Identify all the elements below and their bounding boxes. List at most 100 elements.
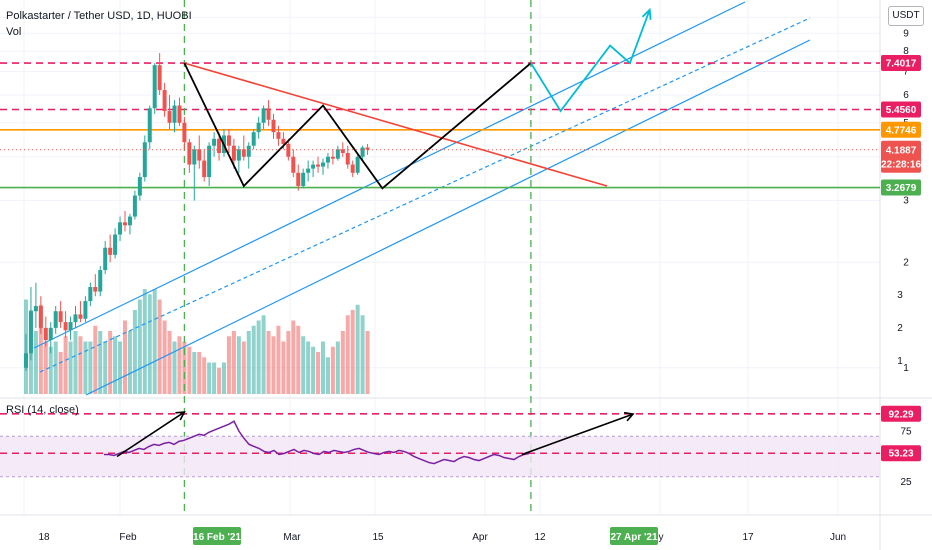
symbol-title: Polkastarter / Tether USD, 1D, HUOBI xyxy=(6,10,192,22)
candle-body xyxy=(355,156,360,173)
price-axis-tick: 7 xyxy=(903,67,909,78)
channel-mid-line xyxy=(39,17,811,373)
time-axis-tick: 12 xyxy=(534,532,546,543)
candle-body xyxy=(162,90,167,112)
candle-body xyxy=(197,149,202,161)
volume-bar xyxy=(306,341,311,394)
candle-body xyxy=(301,172,306,187)
price-level-badge-0-bg xyxy=(881,55,921,72)
time-axis-tick: Mar xyxy=(283,532,301,543)
candle-body xyxy=(311,164,316,169)
volume-bar xyxy=(172,341,177,394)
price-level-badge-2-bg xyxy=(881,121,921,138)
volume-bar xyxy=(291,320,296,394)
volume-bar xyxy=(167,331,172,394)
candle-body xyxy=(330,156,335,159)
volume-bar xyxy=(261,315,266,394)
volume-bar xyxy=(58,352,63,394)
volume-bar xyxy=(271,336,276,394)
time-badge-bg-7 xyxy=(610,527,658,545)
candle-body xyxy=(281,138,286,144)
currency-unit-button[interactable]: USDT xyxy=(888,6,924,26)
volume-bar xyxy=(355,304,360,394)
candle-body xyxy=(360,147,365,157)
price-axis-tick: 2 xyxy=(903,257,909,268)
volume-bar xyxy=(246,331,251,394)
candle-body xyxy=(98,270,103,292)
volume-bar xyxy=(157,299,162,394)
rsi-arrow-right-head xyxy=(623,411,635,422)
rsi-level-badge-1: 53.23 xyxy=(888,449,913,460)
candle-body xyxy=(192,149,197,165)
candle-body xyxy=(137,177,142,196)
candle-body xyxy=(340,149,345,153)
price-axis-tick: 8 xyxy=(903,46,909,57)
price-level-badge-2: 4.7746 xyxy=(886,125,917,136)
candle-body xyxy=(217,138,222,153)
candle-body xyxy=(306,168,311,173)
candle-body xyxy=(261,108,266,123)
price-level-badge-1: 5.4560 xyxy=(886,105,917,116)
rsi-axis-tick: 75 xyxy=(900,426,912,437)
volume-bar xyxy=(281,341,286,394)
candle-body xyxy=(236,149,241,161)
volume-bar xyxy=(350,310,355,394)
volume-bar xyxy=(88,341,93,394)
price-level-badge-3-bg xyxy=(881,179,921,196)
volume-bar xyxy=(192,352,197,394)
candle-body xyxy=(38,306,43,328)
candle-body xyxy=(68,322,73,331)
volume-bar xyxy=(118,341,123,394)
candle-body xyxy=(28,311,33,354)
candle-body xyxy=(172,105,177,123)
volume-axis-tick: 3 xyxy=(897,290,903,301)
volume-bar xyxy=(162,320,167,394)
price-level-badge-3: 3.2679 xyxy=(886,183,917,194)
candle-body xyxy=(157,65,162,91)
candle-body xyxy=(33,306,38,312)
time-axis-tick: Feb xyxy=(119,532,137,543)
projection-arrowhead xyxy=(641,7,652,20)
candle-body xyxy=(251,132,256,146)
candle-body xyxy=(212,138,217,146)
candle-body xyxy=(152,65,157,109)
time-axis-tick: 18 xyxy=(38,532,50,543)
time-axis-tick: Apr xyxy=(472,532,488,543)
candle-body xyxy=(187,142,192,165)
candle-body xyxy=(24,353,28,368)
candle-body xyxy=(48,327,53,341)
volume-bar xyxy=(202,357,207,394)
volume-bar xyxy=(93,325,98,394)
volume-bar xyxy=(98,331,103,394)
time-axis-tick: 15 xyxy=(372,532,384,543)
price-axis-tick: 1 xyxy=(903,363,909,374)
volume-bar xyxy=(113,336,118,394)
rsi-line xyxy=(104,420,530,465)
volume-bar xyxy=(63,336,68,394)
rsi-band xyxy=(0,436,880,477)
candle-body xyxy=(83,301,88,319)
volume-bar xyxy=(152,289,157,394)
volume-bar xyxy=(78,336,83,394)
candle-body xyxy=(108,247,113,255)
volume-bar xyxy=(43,341,48,394)
volume-bar xyxy=(187,346,192,394)
price-axis-tick: 3 xyxy=(903,196,909,207)
volume-bar xyxy=(147,294,152,394)
candle-body xyxy=(167,111,172,123)
volume-bar xyxy=(266,331,271,394)
candle-body xyxy=(241,149,246,157)
volume-bar xyxy=(231,331,236,394)
volume-bar xyxy=(177,336,182,394)
time-badge-2: 16 Feb '21 xyxy=(193,532,241,543)
volume-bar xyxy=(226,336,231,394)
volume-axis-tick: 2 xyxy=(897,323,903,334)
volume-bar xyxy=(311,346,316,394)
candle-body xyxy=(43,327,48,341)
volume-bar xyxy=(316,352,321,394)
time-axis-tick: 17 xyxy=(742,532,754,543)
price-level-badge-0: 7.4017 xyxy=(886,59,917,70)
channel-lower-line xyxy=(85,39,811,396)
rsi-arrow-left xyxy=(116,411,185,458)
